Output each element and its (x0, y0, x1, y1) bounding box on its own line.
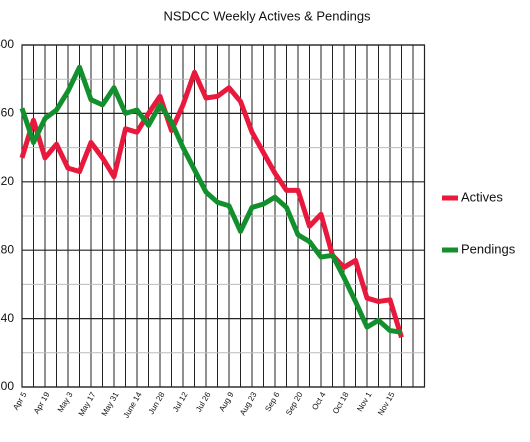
y-tick-label: 400 (0, 37, 14, 51)
y-tick-label: 360 (0, 106, 14, 120)
y-tick-label: 200 (0, 379, 14, 393)
chart-title: NSDCC Weekly Actives & Pendings (163, 8, 371, 23)
plot-frame (21, 44, 426, 388)
y-tick-label: 280 (0, 242, 14, 256)
legend-label: Actives (461, 189, 503, 204)
series-line (19, 64, 402, 335)
y-tick-label: 240 (0, 311, 14, 325)
y-tick-label: 320 (0, 174, 14, 188)
legend-label: Pendings (461, 241, 516, 256)
